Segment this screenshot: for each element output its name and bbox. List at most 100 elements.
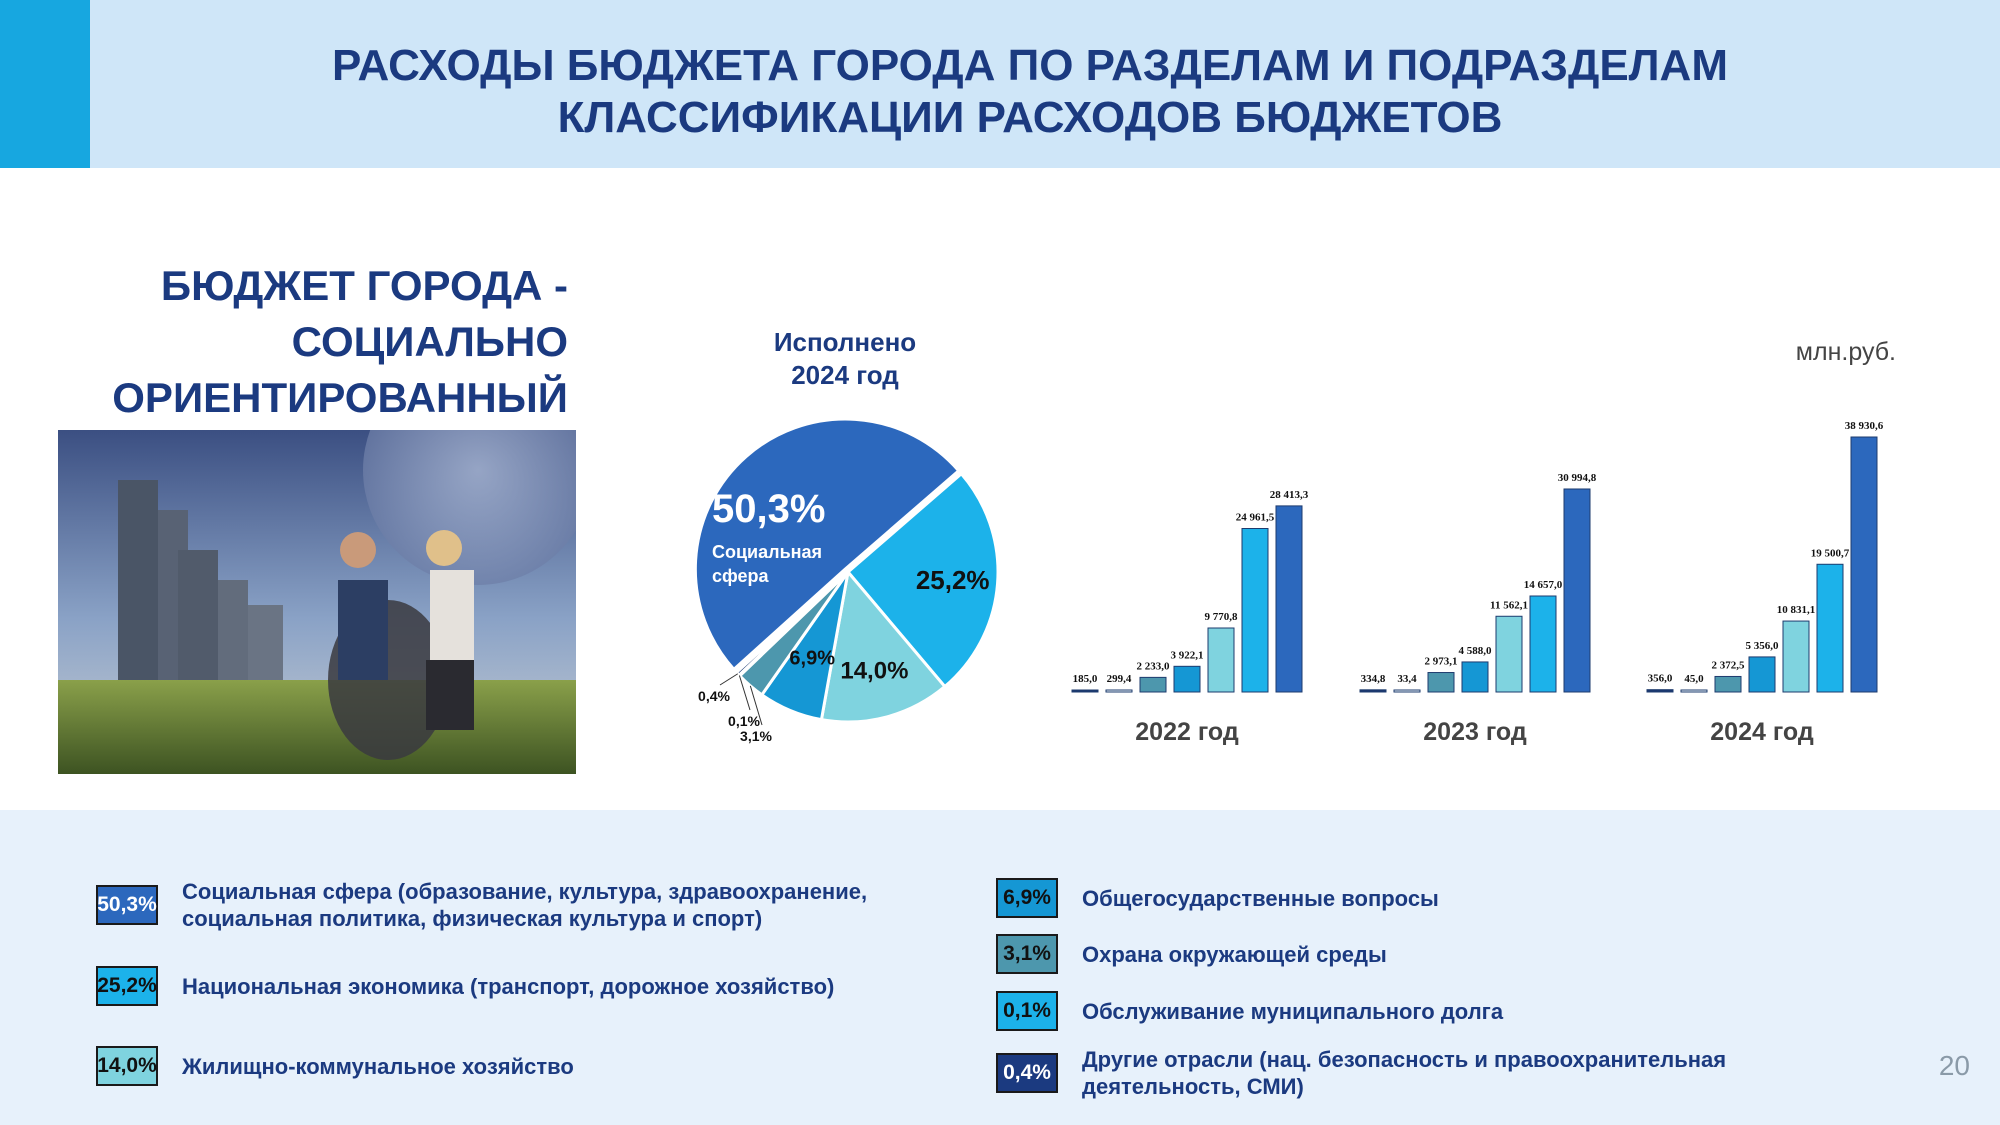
pie-slice-label: сфера bbox=[712, 566, 770, 586]
bar bbox=[1359, 689, 1387, 693]
bar-value-label: 14 657,0 bbox=[1524, 579, 1563, 591]
bar bbox=[1563, 488, 1591, 693]
bar-group-label: 2022 год bbox=[1135, 718, 1239, 746]
bar-value-label: 3 922,1 bbox=[1171, 649, 1204, 661]
pie-slice bbox=[693, 417, 961, 672]
legend-item-social: 50,3% Социальная сфера (образование, кул… bbox=[96, 878, 867, 932]
pie-slice-label: 0,1% bbox=[728, 713, 760, 729]
bar bbox=[1393, 689, 1421, 693]
legend-text-line: Другие отрасли (нац. безопасность и прав… bbox=[1082, 1047, 1727, 1072]
pie-slice-label: 25,2% bbox=[916, 565, 990, 595]
pie-slice-label: 50,3% bbox=[712, 487, 825, 531]
pie-title: Исполнено 2024 год bbox=[720, 326, 970, 392]
bar bbox=[1461, 661, 1489, 693]
bar bbox=[1173, 665, 1201, 693]
bar bbox=[1241, 528, 1269, 693]
bar-value-label: 185,0 bbox=[1073, 673, 1098, 685]
legend-item-economy: 25,2% Национальная экономика (транспорт,… bbox=[96, 966, 834, 1006]
bar bbox=[1207, 627, 1235, 693]
pie-leader-line bbox=[738, 675, 751, 711]
bar bbox=[1782, 620, 1810, 693]
bar bbox=[1850, 436, 1878, 693]
family-photo bbox=[58, 430, 576, 774]
pie-leader-line bbox=[749, 685, 763, 726]
bar-value-label: 38 930,6 bbox=[1845, 420, 1884, 432]
legend-text-line: социальная политика, физическая культура… bbox=[182, 906, 763, 931]
bar-value-label: 4 588,0 bbox=[1459, 645, 1493, 657]
bar-value-label: 9 770,8 bbox=[1205, 611, 1239, 623]
budget-headline-line-1: БЮДЖЕТ ГОРОДА - bbox=[160, 262, 568, 309]
pie-slice-label: Социальная bbox=[712, 542, 822, 562]
legend-text-economy: Национальная экономика (транспорт, дорож… bbox=[182, 973, 835, 999]
bar-value-label: 2 233,0 bbox=[1137, 660, 1171, 672]
bar bbox=[1748, 656, 1776, 693]
legend-text-general: Общегосударственные вопросы bbox=[1082, 885, 1439, 911]
pie-title-line-2: 2024 год bbox=[791, 360, 899, 390]
legend-item-other: 0,4% Другие отрасли (нац. безопасность и… bbox=[996, 1046, 1726, 1100]
bar-value-label: 45,0 bbox=[1684, 673, 1704, 685]
header-band: РАСХОДЫ БЮДЖЕТА ГОРОДА ПО РАЗДЕЛАМ И ПОД… bbox=[0, 0, 2000, 168]
bar bbox=[1495, 615, 1523, 693]
bar-value-label: 299,4 bbox=[1107, 673, 1132, 685]
bar bbox=[1714, 675, 1742, 693]
bar bbox=[1680, 689, 1708, 693]
legend-swatch-debt: 0,1% bbox=[996, 991, 1058, 1031]
bar bbox=[1071, 689, 1099, 693]
budget-headline: БЮДЖЕТ ГОРОДА - СОЦИАЛЬНО ОРИЕНТИРОВАННЫ… bbox=[60, 258, 568, 426]
title-line-2: КЛАССИФИКАЦИИ РАСХОДОВ БЮДЖЕТОВ bbox=[557, 93, 1503, 142]
bar-value-label: 5 356,0 bbox=[1746, 640, 1780, 652]
bar-value-label: 334,8 bbox=[1361, 673, 1386, 685]
legend-text-line: деятельность, СМИ) bbox=[1082, 1074, 1304, 1099]
legend-text-debt: Обслуживание муниципального долга bbox=[1082, 998, 1504, 1024]
budget-headline-line-3: ОРИЕНТИРОВАННЫЙ bbox=[112, 374, 568, 421]
legend-item-general: 6,9% Общегосударственные вопросы bbox=[996, 878, 1439, 918]
bar bbox=[1139, 676, 1167, 693]
bar-value-label: 11 562,1 bbox=[1490, 599, 1528, 611]
bar bbox=[1816, 563, 1844, 693]
title-line-1: РАСХОДЫ БЮДЖЕТА ГОРОДА ПО РАЗДЕЛАМ И ПОД… bbox=[332, 41, 1728, 90]
header-accent-bar bbox=[0, 0, 90, 168]
bar-chart: 185,0 299,4 2 233,03 922,1 9 770,8 24 961,5 2… bbox=[1071, 420, 1884, 746]
legend-text-other: Другие отрасли (нац. безопасность и прав… bbox=[1082, 1046, 1726, 1100]
page-title: РАСХОДЫ БЮДЖЕТА ГОРОДА ПО РАЗДЕЛАМ И ПОД… bbox=[90, 40, 1970, 144]
bar bbox=[1275, 505, 1303, 693]
legend-text-housing: Жилищно-коммунальное хозяйство bbox=[182, 1053, 574, 1079]
legend-item-housing: 14,0% Жилищно-коммунальное хозяйство bbox=[96, 1046, 574, 1086]
pie-leader-line bbox=[719, 673, 739, 686]
bar bbox=[1427, 672, 1455, 693]
bar-value-label: 28 413,3 bbox=[1270, 489, 1309, 501]
legend-item-debt: 0,1% Обслуживание муниципального долга bbox=[996, 991, 1503, 1031]
legend-text-social: Социальная сфера (образование, культура,… bbox=[182, 878, 867, 932]
pie-slice-label: 14,0% bbox=[840, 658, 908, 685]
legend-swatch-environment: 3,1% bbox=[996, 934, 1058, 974]
bar-value-label: 10 831,1 bbox=[1777, 604, 1816, 616]
bar-group-label: 2023 год bbox=[1423, 718, 1527, 746]
legend-swatch-general: 6,9% bbox=[996, 878, 1058, 918]
bar-value-label: 19 500,7 bbox=[1811, 547, 1850, 559]
unit-label: млн.руб. bbox=[1795, 338, 1896, 366]
bar-value-label: 24 961,5 bbox=[1236, 512, 1275, 524]
legend-text-environment: Охрана окружающей среды bbox=[1082, 941, 1387, 967]
pie-slice bbox=[845, 471, 1000, 689]
legend-text-line: Социальная сфера (образование, культура,… bbox=[182, 879, 868, 904]
bar bbox=[1105, 689, 1133, 693]
page-number: 20 bbox=[1938, 1050, 1970, 1081]
bar-value-label: 356,0 bbox=[1648, 673, 1673, 685]
bar bbox=[1529, 595, 1557, 693]
bar-value-label: 2 973,1 bbox=[1425, 656, 1458, 668]
budget-headline-line-2: СОЦИАЛЬНО bbox=[291, 318, 568, 365]
legend-swatch-economy: 25,2% bbox=[96, 966, 158, 1006]
pie-title-line-1: Исполнено bbox=[773, 327, 917, 357]
legend-panel: 50,3% Социальная сфера (образование, кул… bbox=[0, 810, 2000, 1125]
bar-value-label: 30 994,8 bbox=[1558, 472, 1597, 484]
legend-swatch-social: 50,3% bbox=[96, 885, 158, 925]
legend-swatch-housing: 14,0% bbox=[96, 1046, 158, 1086]
pie-slice-label: 0,4% bbox=[698, 688, 730, 704]
bar bbox=[1646, 689, 1674, 693]
legend-swatch-other: 0,4% bbox=[996, 1053, 1058, 1093]
pie-slice-label: 6,9% bbox=[789, 648, 835, 670]
pie-slice bbox=[819, 568, 947, 724]
pie-slice-label: 3,1% bbox=[740, 728, 772, 744]
bar-group-label: 2024 год bbox=[1710, 718, 1814, 746]
